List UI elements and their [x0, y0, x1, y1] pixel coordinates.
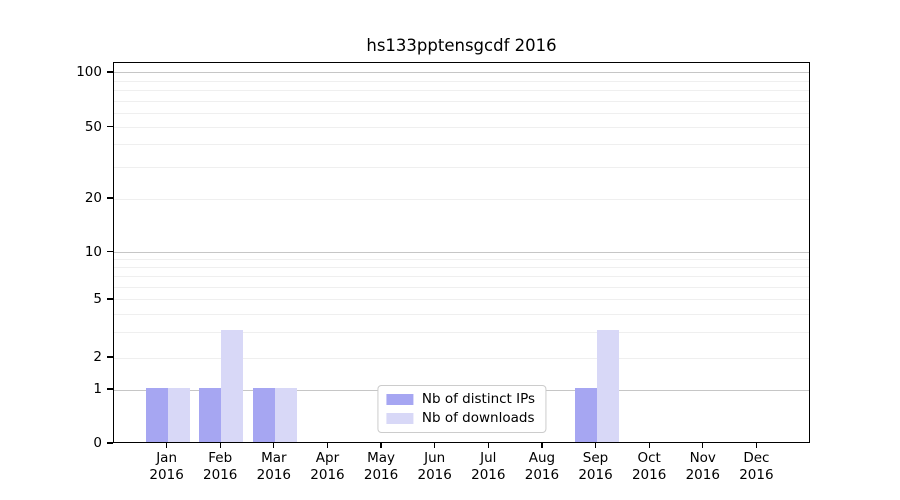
gridline-minor	[114, 127, 809, 128]
gridline-minor	[114, 80, 809, 82]
bar-downloads-mar	[274, 388, 297, 442]
x-axis-tick-label: Sep 2016	[578, 450, 613, 483]
x-axis-tick	[434, 443, 436, 448]
y-axis-tick-label: 10	[84, 243, 102, 260]
gridline-major	[114, 252, 809, 253]
x-axis-tick	[594, 443, 597, 448]
x-axis-tick	[273, 443, 275, 448]
bar-distinct-ips-sep	[574, 388, 597, 442]
bar-downloads-jan	[167, 388, 190, 442]
plot-area: Nb of distinct IPs Nb of downloads	[113, 62, 810, 443]
y-axis-tick-label: 0	[93, 435, 102, 451]
gridline-minor	[114, 90, 809, 92]
x-axis-tick	[219, 443, 221, 448]
x-axis-tick-label: May 2016	[363, 450, 399, 483]
y-axis-tick	[106, 197, 113, 199]
gridline-minor	[114, 331, 809, 333]
legend-swatch-downloads	[385, 413, 413, 424]
x-axis-tick-label: Nov 2016	[685, 450, 720, 483]
x-axis-tick-label: Dec 2016	[739, 450, 774, 483]
bar-distinct-ips-mar	[252, 388, 275, 442]
y-axis-tick-label: 100	[76, 63, 102, 80]
legend-item-distinct-ips: Nb of distinct IPs	[385, 391, 536, 407]
x-axis-tick	[326, 443, 329, 448]
bar-downloads-sep	[596, 330, 619, 442]
gridline-minor	[114, 100, 809, 102]
y-axis-tick	[106, 125, 113, 128]
legend-label-distinct-ips: Nb of distinct IPs	[421, 391, 536, 407]
x-axis-tick-label: Oct 2016	[631, 450, 667, 483]
gridline-minor	[114, 259, 809, 261]
x-axis-tick	[165, 443, 168, 448]
x-axis-tick	[487, 443, 489, 448]
chart-title: hs133pptensgcdf 2016	[366, 36, 557, 55]
x-axis-tick-label: Jul 2016	[471, 450, 506, 483]
gridline-minor	[114, 198, 809, 200]
x-axis-tick-label: Jun 2016	[417, 450, 452, 483]
x-axis-tick	[755, 443, 758, 448]
y-axis-tick	[106, 442, 113, 444]
x-axis-tick	[380, 443, 382, 448]
gridline-minor	[114, 144, 809, 146]
bar-distinct-ips-jan	[145, 388, 168, 442]
x-axis-tick-label: Apr 2016	[310, 450, 345, 483]
x-axis-tick	[541, 443, 543, 448]
y-axis-tick	[106, 388, 113, 390]
legend: Nb of distinct IPs Nb of downloads	[376, 385, 547, 433]
x-axis-tick-label: Aug 2016	[524, 450, 560, 483]
gridline-minor	[114, 357, 809, 359]
x-axis-tick-label: Mar 2016	[256, 450, 292, 483]
y-axis-tick	[106, 250, 113, 253]
bar-distinct-ips-feb	[199, 388, 222, 442]
gridline-minor	[114, 267, 809, 269]
x-axis-tick-label: Jan 2016	[149, 450, 184, 483]
y-axis-tick-label: 50	[84, 118, 102, 135]
gridline-minor	[114, 299, 809, 301]
y-axis-tick-label: 5	[93, 290, 102, 307]
legend-swatch-distinct-ips	[385, 394, 413, 405]
gridline-minor	[114, 276, 809, 278]
y-axis-tick	[106, 71, 113, 73]
y-axis-tick-label: 20	[84, 190, 102, 207]
legend-item-downloads: Nb of downloads	[385, 410, 535, 426]
x-axis-tick	[702, 443, 704, 448]
gridline-minor	[114, 313, 809, 315]
x-axis-tick	[648, 443, 650, 448]
gridline-minor	[114, 112, 809, 114]
gridline-major	[114, 72, 809, 74]
gridline-minor	[114, 286, 809, 288]
y-axis-tick	[106, 298, 113, 300]
y-axis-tick	[106, 356, 113, 358]
x-axis-tick-label: Feb 2016	[203, 450, 238, 483]
legend-label-downloads: Nb of downloads	[421, 410, 535, 426]
bar-downloads-feb	[221, 330, 244, 442]
gridline-minor	[114, 166, 809, 168]
y-axis-tick-label: 2	[93, 349, 102, 365]
y-axis-tick-label: 1	[93, 381, 102, 397]
